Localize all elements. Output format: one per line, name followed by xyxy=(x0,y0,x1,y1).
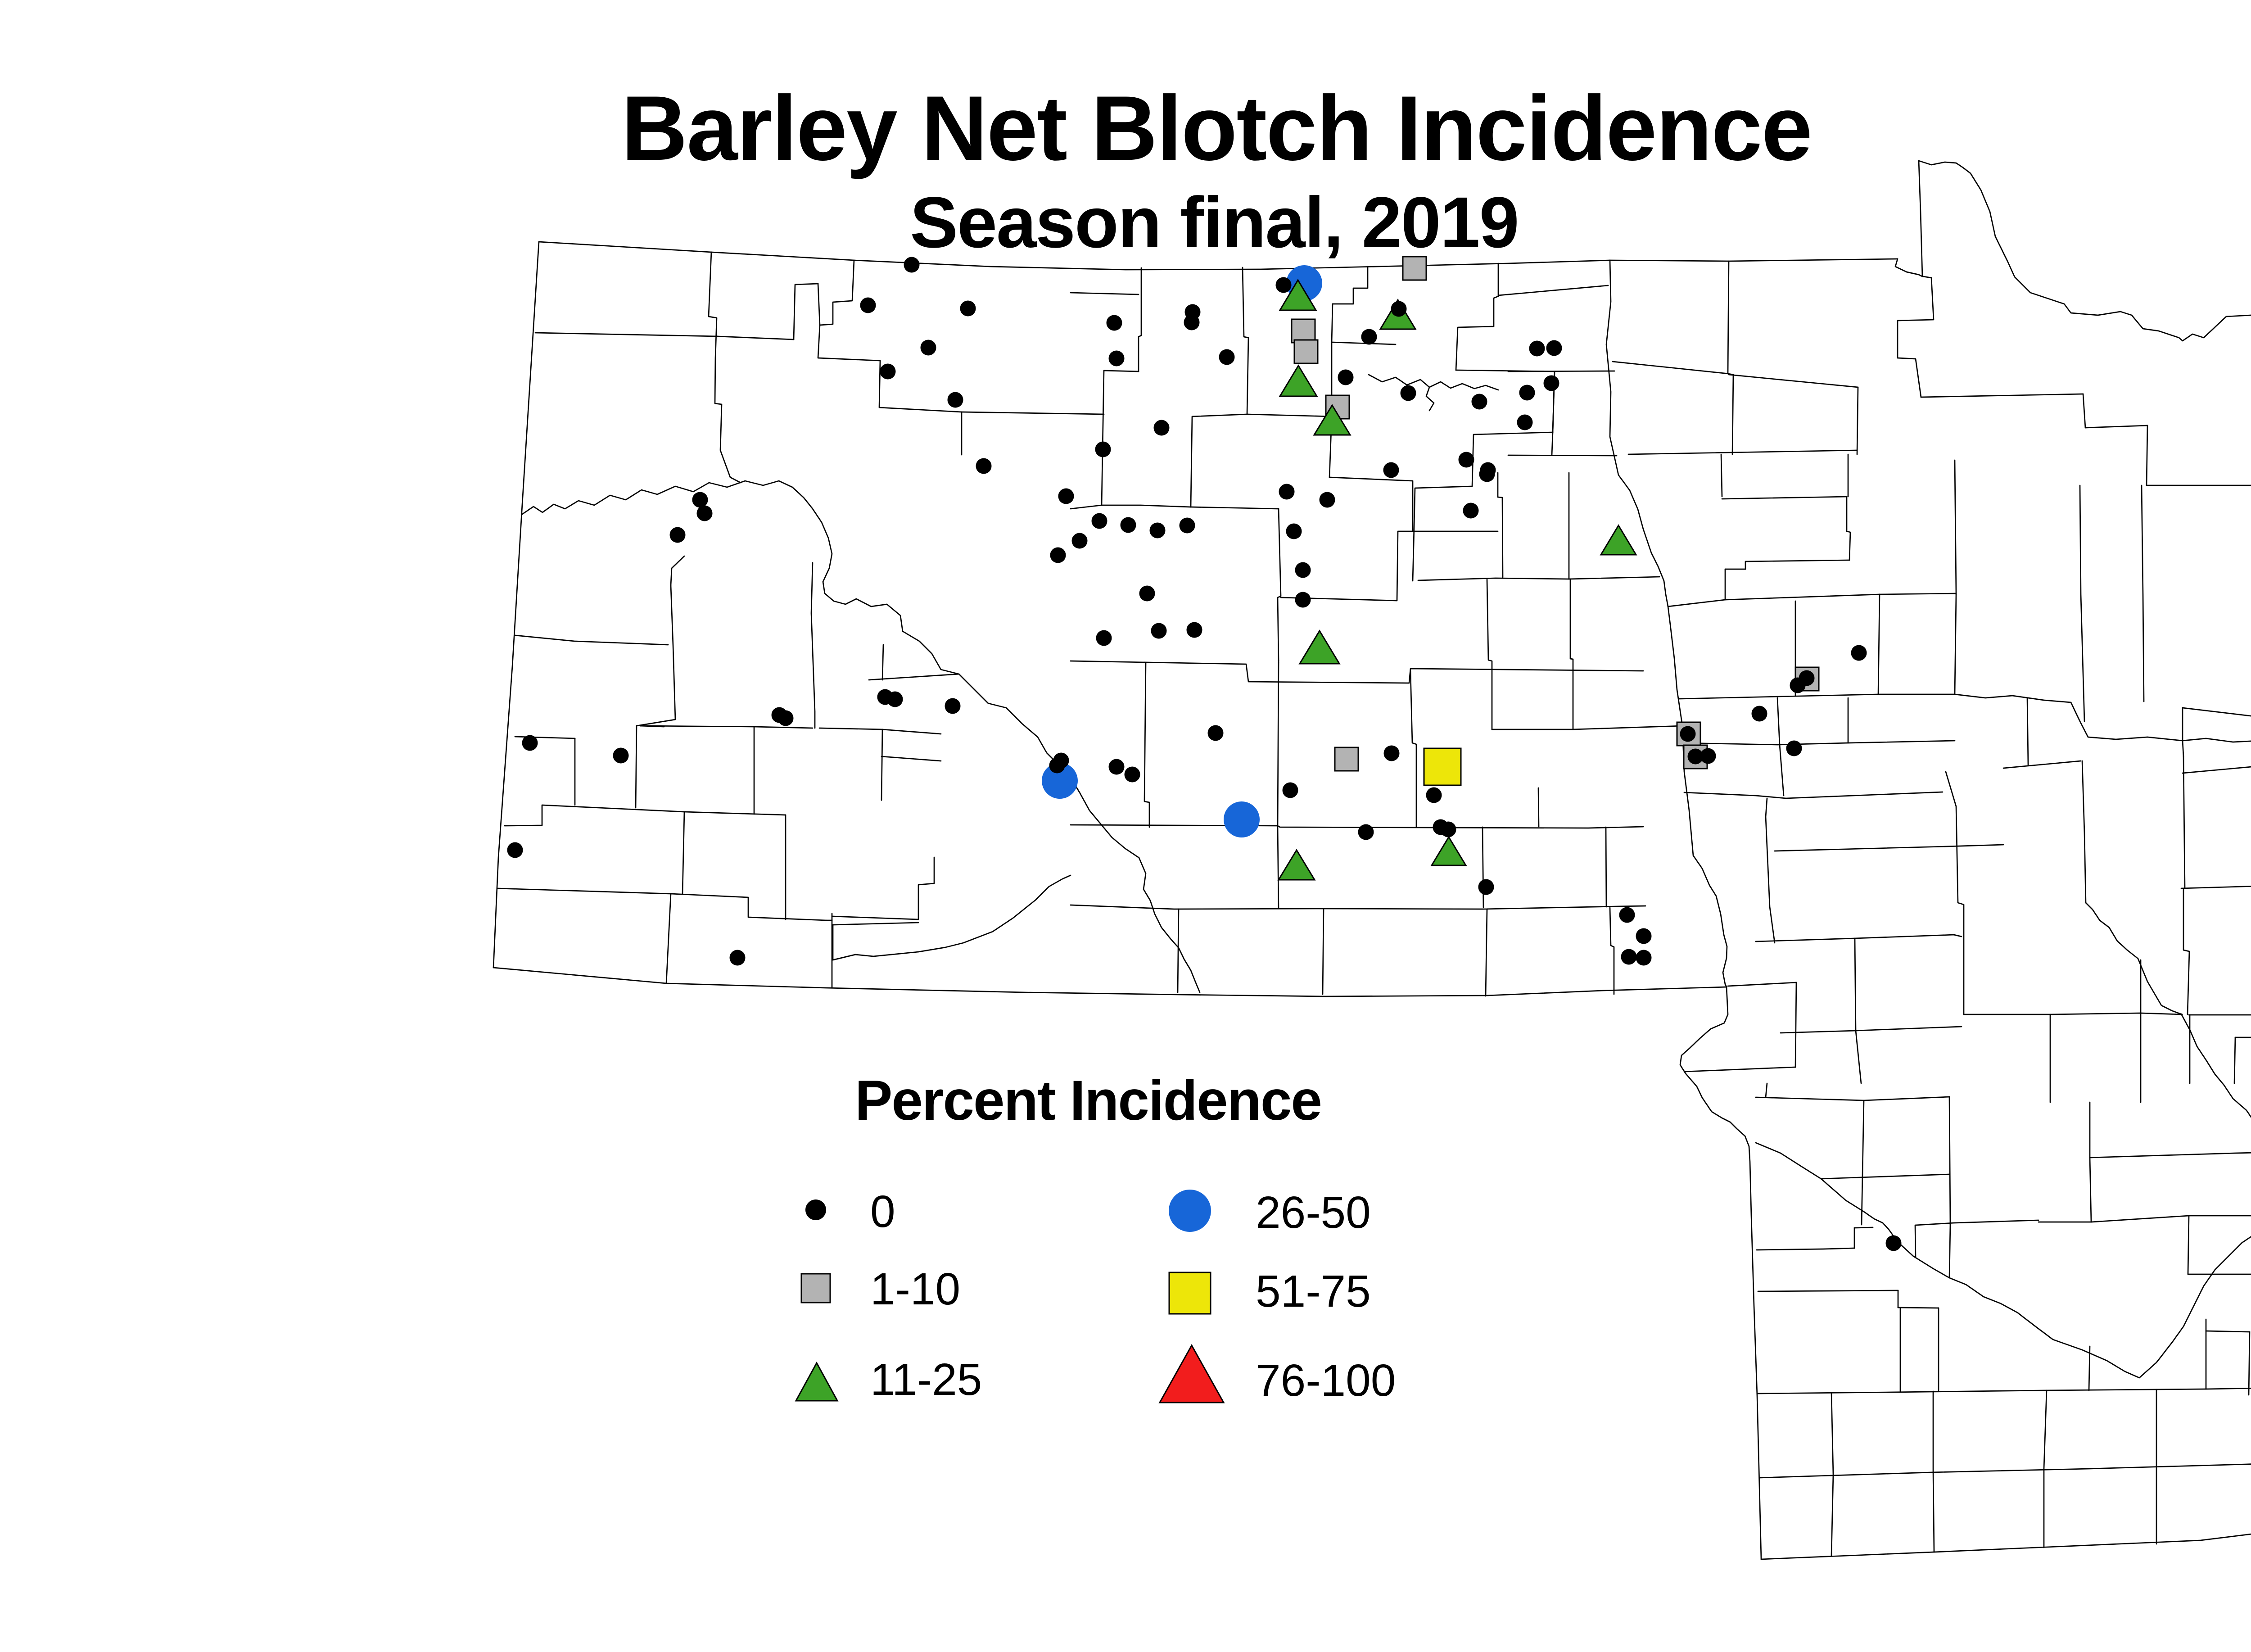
svg-text:11-25: 11-25 xyxy=(870,1354,982,1405)
svg-text:Percent Incidence: Percent Incidence xyxy=(855,1069,1321,1132)
svg-text:26-50: 26-50 xyxy=(1256,1187,1371,1238)
svg-text:1-10: 1-10 xyxy=(870,1264,960,1314)
svg-text:Season final, 2019: Season final, 2019 xyxy=(910,182,1518,263)
svg-text:51-75: 51-75 xyxy=(1256,1266,1371,1317)
svg-text:76-100: 76-100 xyxy=(1256,1355,1396,1406)
svg-text:Barley Net Blotch Incidence: Barley Net Blotch Incidence xyxy=(621,77,1812,180)
svg-text:0: 0 xyxy=(870,1186,895,1237)
